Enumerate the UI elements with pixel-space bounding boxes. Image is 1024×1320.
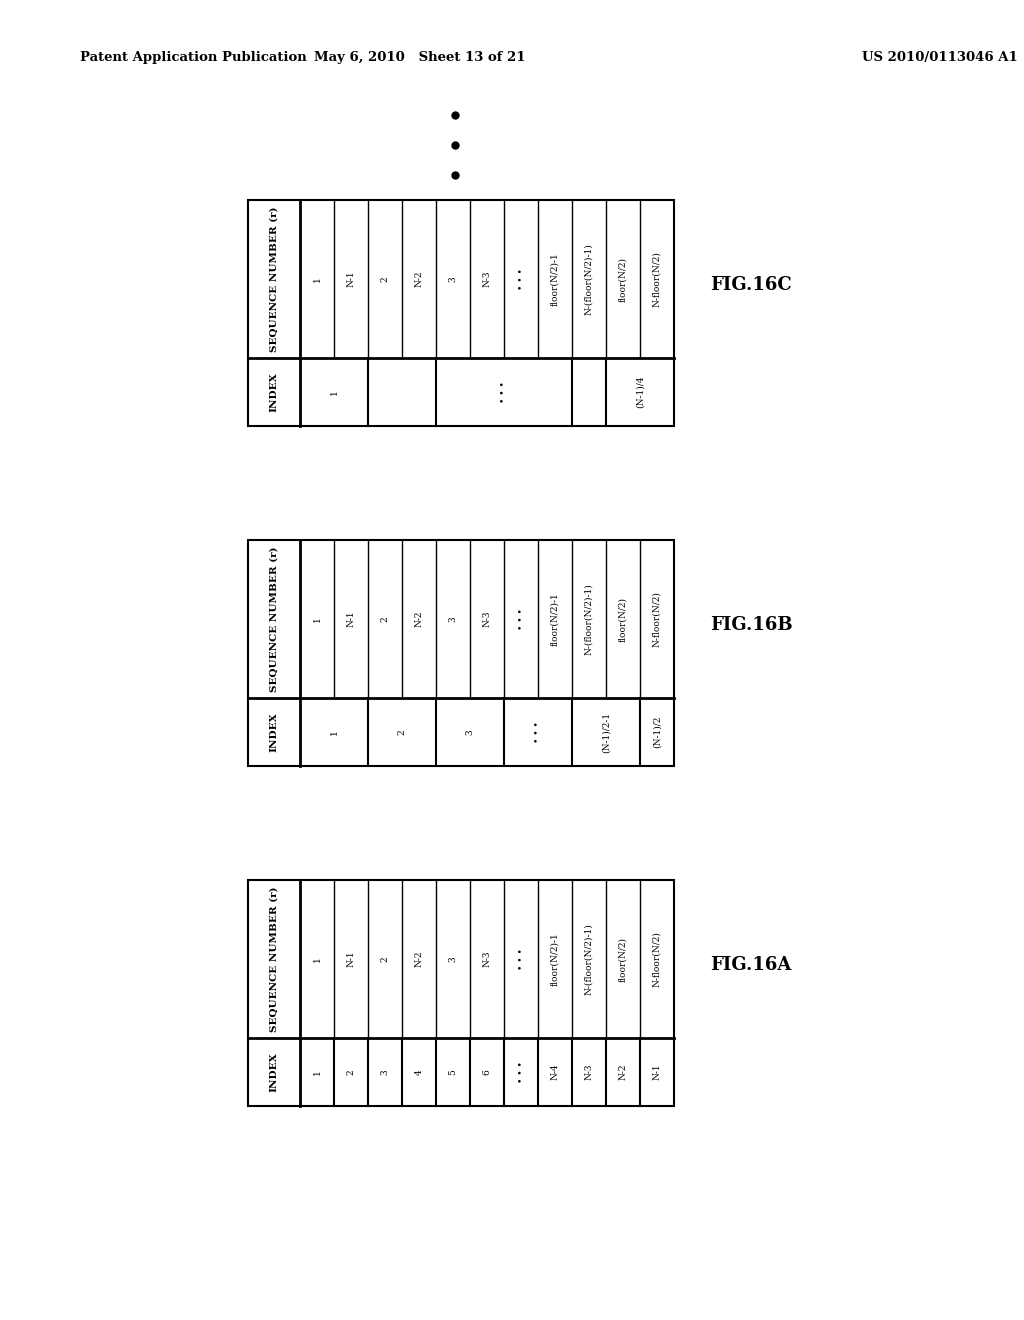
Text: 2: 2 (381, 956, 389, 962)
Text: SEQUENCE NUMBER (r): SEQUENCE NUMBER (r) (269, 546, 279, 692)
Text: N-1: N-1 (652, 1064, 662, 1080)
Text: (N-1)/2: (N-1)/2 (652, 715, 662, 748)
Text: floor(N/2): floor(N/2) (618, 936, 628, 982)
Text: FIG.16A: FIG.16A (710, 956, 792, 974)
Text: FIG.16B: FIG.16B (710, 616, 793, 634)
Text: floor(N/2)-1: floor(N/2)-1 (551, 593, 559, 645)
Text: INDEX: INDEX (269, 713, 279, 752)
Text: floor(N/2): floor(N/2) (618, 256, 628, 301)
Text: • • •: • • • (516, 609, 525, 630)
Text: 1: 1 (312, 956, 322, 962)
Bar (248, 880, 674, 1106)
Text: SEQUENCE NUMBER (r): SEQUENCE NUMBER (r) (269, 206, 279, 351)
Bar (248, 540, 674, 766)
Text: N-3: N-3 (482, 271, 492, 288)
Text: N-2: N-2 (415, 611, 424, 627)
Text: 3: 3 (449, 276, 458, 281)
Text: N-(floor(N/2)-1): N-(floor(N/2)-1) (585, 243, 594, 315)
Text: 6: 6 (482, 1069, 492, 1074)
Text: N-3: N-3 (482, 611, 492, 627)
Text: INDEX: INDEX (269, 372, 279, 412)
Text: US 2010/0113046 A1: US 2010/0113046 A1 (862, 51, 1018, 65)
Text: 3: 3 (381, 1069, 389, 1074)
Text: 5: 5 (449, 1069, 458, 1074)
Text: N-3: N-3 (482, 950, 492, 968)
Text: N-1: N-1 (346, 611, 355, 627)
Text: 1: 1 (312, 1069, 322, 1074)
Text: 1: 1 (330, 389, 339, 395)
Text: • • •: • • • (534, 721, 543, 743)
Text: N-2: N-2 (618, 1064, 628, 1080)
Text: INDEX: INDEX (269, 1052, 279, 1092)
Text: N-floor(N/2): N-floor(N/2) (652, 251, 662, 308)
Text: • • •: • • • (516, 948, 525, 970)
Text: FIG.16C: FIG.16C (710, 276, 792, 294)
Text: 4: 4 (415, 1069, 424, 1074)
Text: floor(N/2): floor(N/2) (618, 597, 628, 642)
Text: 3: 3 (466, 729, 474, 735)
Text: N-1: N-1 (346, 271, 355, 288)
Text: N-(floor(N/2)-1): N-(floor(N/2)-1) (585, 583, 594, 655)
Text: 1: 1 (312, 616, 322, 622)
Text: 2: 2 (381, 276, 389, 281)
Text: • • •: • • • (516, 1061, 525, 1082)
Bar (248, 201, 674, 426)
Text: • • •: • • • (500, 381, 509, 403)
Text: 2: 2 (381, 616, 389, 622)
Text: • • •: • • • (516, 268, 525, 290)
Text: SEQUENCE NUMBER (r): SEQUENCE NUMBER (r) (269, 886, 279, 1032)
Text: 2: 2 (397, 729, 407, 735)
Text: 2: 2 (346, 1069, 355, 1074)
Text: 3: 3 (449, 956, 458, 962)
Text: N-4: N-4 (551, 1064, 559, 1080)
Text: Patent Application Publication: Patent Application Publication (80, 51, 307, 65)
Text: N-(floor(N/2)-1): N-(floor(N/2)-1) (585, 923, 594, 995)
Text: 3: 3 (449, 616, 458, 622)
Text: 1: 1 (330, 729, 339, 735)
Text: N-floor(N/2): N-floor(N/2) (652, 591, 662, 647)
Text: (N-1)/2-1: (N-1)/2-1 (601, 711, 610, 752)
Text: N-1: N-1 (346, 950, 355, 968)
Text: N-2: N-2 (415, 950, 424, 968)
Text: May 6, 2010   Sheet 13 of 21: May 6, 2010 Sheet 13 of 21 (314, 51, 525, 65)
Text: 1: 1 (312, 276, 322, 282)
Text: floor(N/2)-1: floor(N/2)-1 (551, 932, 559, 986)
Text: floor(N/2)-1: floor(N/2)-1 (551, 252, 559, 306)
Text: N-2: N-2 (415, 271, 424, 288)
Text: (N-1)/4: (N-1)/4 (636, 376, 644, 408)
Text: N-3: N-3 (585, 1064, 594, 1080)
Text: N-floor(N/2): N-floor(N/2) (652, 931, 662, 987)
